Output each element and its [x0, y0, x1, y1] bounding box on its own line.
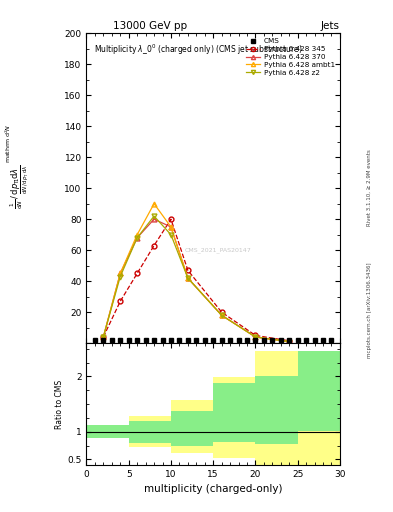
Pythia 6.428 345 — [152, 243, 156, 249]
Pythia 6.428 ambt1 — [219, 312, 224, 318]
Pythia 6.428 345 — [185, 267, 190, 273]
X-axis label: multiplicity (charged-only): multiplicity (charged-only) — [144, 484, 283, 494]
Text: Jets: Jets — [321, 20, 340, 31]
Text: Multiplicity $\lambda\_0^0$ (charged only) (CMS jet substructure): Multiplicity $\lambda\_0^0$ (charged onl… — [94, 42, 303, 57]
Pythia 6.428 ambt1 — [135, 231, 140, 238]
Pythia 6.428 ambt1 — [253, 334, 258, 340]
Text: mcplots.cern.ch [arXiv:1306.3436]: mcplots.cern.ch [arXiv:1306.3436] — [367, 263, 372, 358]
Text: $\mathrm{mathrm\,d}^2N$: $\mathrm{mathrm\,d}^2N$ — [4, 123, 13, 163]
Pythia 6.428 z2 — [118, 273, 123, 280]
Pythia 6.428 370 — [152, 216, 156, 222]
Pythia 6.428 345 — [101, 334, 106, 340]
Pythia 6.428 z2 — [185, 275, 190, 281]
Line: Pythia 6.428 345: Pythia 6.428 345 — [101, 217, 292, 343]
Pythia 6.428 345 — [169, 216, 173, 222]
Pythia 6.428 ambt1 — [185, 275, 190, 281]
Pythia 6.428 345 — [287, 338, 292, 344]
Pythia 6.428 370 — [253, 334, 258, 340]
Pythia 6.428 345 — [135, 270, 140, 276]
Pythia 6.428 z2 — [253, 334, 258, 340]
Pythia 6.428 370 — [185, 275, 190, 281]
Pythia 6.428 z2 — [287, 338, 292, 345]
Pythia 6.428 370 — [219, 312, 224, 318]
Pythia 6.428 ambt1 — [118, 270, 123, 276]
Pythia 6.428 345 — [253, 332, 258, 338]
Pythia 6.428 ambt1 — [152, 201, 156, 207]
Pythia 6.428 z2 — [101, 334, 106, 340]
Text: $\frac{1}{\mathrm{d}N\,/\,\mathrm{d}p_\mathrm{T}\,\mathrm{d}\lambda}$: $\frac{1}{\mathrm{d}N\,/\,\mathrm{d}p_\m… — [13, 164, 30, 194]
Y-axis label: Ratio to CMS: Ratio to CMS — [55, 379, 64, 429]
Pythia 6.428 z2 — [152, 213, 156, 219]
Text: Rivet 3.1.10, ≥ 2.9M events: Rivet 3.1.10, ≥ 2.9M events — [367, 150, 372, 226]
Pythia 6.428 370 — [169, 224, 173, 230]
Pythia 6.428 z2 — [219, 312, 224, 318]
Pythia 6.428 370 — [118, 270, 123, 276]
Pythia 6.428 z2 — [135, 234, 140, 241]
Pythia 6.428 ambt1 — [287, 338, 292, 345]
Pythia 6.428 z2 — [169, 231, 173, 238]
Y-axis label: $\frac{1}{\mathrm{d}N}\,/\,\mathrm{d}p_\mathrm{T}\,\mathrm{d}\lambda$: $\frac{1}{\mathrm{d}N}\,/\,\mathrm{d}p_\… — [9, 167, 26, 209]
Pythia 6.428 ambt1 — [101, 334, 106, 340]
Pythia 6.428 370 — [287, 338, 292, 345]
Pythia 6.428 345 — [118, 298, 123, 305]
Pythia 6.428 345 — [219, 309, 224, 315]
Line: Pythia 6.428 z2: Pythia 6.428 z2 — [101, 214, 292, 344]
Pythia 6.428 ambt1 — [169, 224, 173, 230]
Text: CMS_2021_PAS20147: CMS_2021_PAS20147 — [185, 247, 252, 253]
Pythia 6.428 370 — [135, 234, 140, 241]
Legend: CMS, Pythia 6.428 345, Pythia 6.428 370, Pythia 6.428 ambt1, Pythia 6.428 z2: CMS, Pythia 6.428 345, Pythia 6.428 370,… — [244, 37, 336, 77]
Text: 13000 GeV pp: 13000 GeV pp — [113, 20, 187, 31]
Pythia 6.428 370 — [101, 334, 106, 340]
Line: Pythia 6.428 370: Pythia 6.428 370 — [101, 217, 292, 344]
Line: Pythia 6.428 ambt1: Pythia 6.428 ambt1 — [101, 201, 292, 344]
